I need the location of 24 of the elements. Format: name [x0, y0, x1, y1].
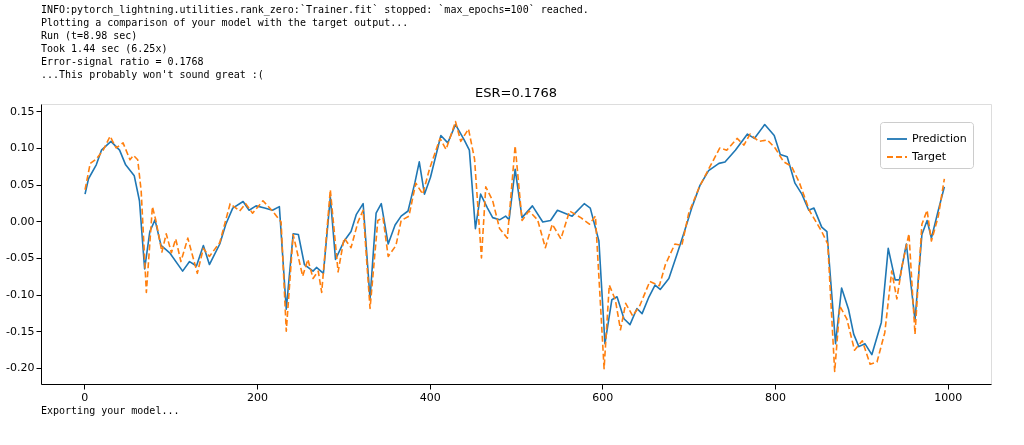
y-tick-label: 0.05 — [10, 178, 35, 192]
text: Error-signal ratio = 0.1768 — [41, 56, 204, 67]
x-tick-label: 600 — [592, 390, 614, 404]
y-tick-label: -0.05 — [6, 251, 35, 265]
x-tick-label: 200 — [246, 390, 268, 404]
y-tick-label: -0.20 — [6, 361, 35, 375]
x-tick-label: 0 — [81, 390, 89, 404]
y-tick-label: 0.00 — [10, 214, 35, 228]
text: Took 1.44 sec (6.25x) — [41, 43, 168, 54]
legend-label: Target — [911, 150, 947, 163]
y-tick-label: 0.15 — [10, 104, 35, 118]
x-tick-label: 800 — [765, 390, 787, 404]
text: Exporting your model... — [41, 405, 180, 416]
x-tick-label: 400 — [419, 390, 441, 404]
y-tick-label: -0.15 — [6, 324, 35, 338]
y-tick-label: -0.10 — [6, 288, 35, 302]
text: ...This probably won't sound great :( — [41, 69, 264, 80]
x-tick-label: 1000 — [934, 390, 963, 404]
text: Plotting a comparison of your model with the target output... — [41, 17, 409, 28]
text: INFO:pytorch_lightning.utilities.rank_zero:`Trainer.fit` stopped: `max_epochs=100` reached. — [41, 4, 589, 16]
legend-label: Prediction — [912, 132, 967, 145]
y-tick-label: 0.10 — [10, 141, 35, 155]
chart-title: ESR=0.1768 — [475, 85, 557, 100]
text: Run (t=8.98 sec) — [41, 30, 138, 41]
